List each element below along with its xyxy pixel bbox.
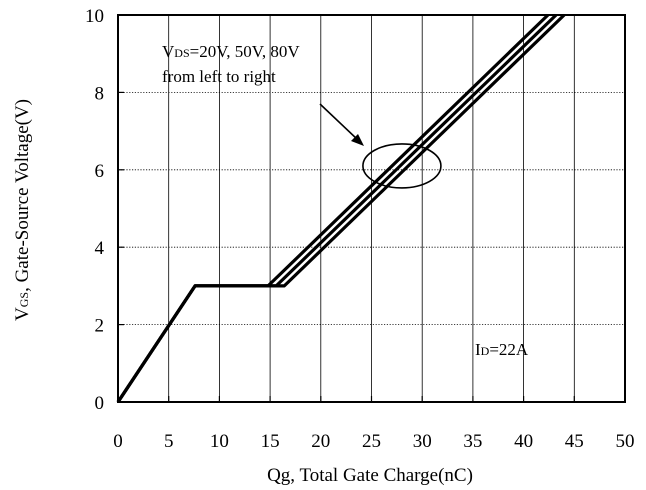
x-tick-label: 35 (463, 431, 482, 452)
y-tick-label: 2 (95, 316, 105, 337)
vds-annotation-line2: from left to right (162, 67, 276, 86)
x-tick-label: 50 (616, 431, 635, 452)
y-tick-label: 8 (95, 83, 105, 104)
vds-annotation: VDS=20V, 50V, 80V (162, 42, 300, 61)
x-tick-label: 25 (362, 431, 381, 452)
x-tick-labels: 0 5 10 15 20 25 30 35 40 45 50 (113, 431, 634, 452)
x-axis-label: Qg, Total Gate Charge(nC) (267, 465, 473, 486)
y-tick-label: 6 (95, 161, 105, 182)
annotation-arrow (319, 103, 364, 146)
x-tick-label: 5 (164, 431, 174, 452)
y-tick-label: 0 (95, 393, 105, 414)
x-tick-label: 40 (514, 431, 533, 452)
series-line-3 (116, 13, 566, 403)
id-annotation: ID=22A (475, 340, 529, 359)
y-tick-label: 10 (85, 6, 104, 27)
x-tick-label: 30 (413, 431, 432, 452)
x-tick-label: 45 (565, 431, 584, 452)
y-tick-label: 4 (95, 238, 105, 259)
x-tick-label: 15 (261, 431, 280, 452)
x-tick-label: 10 (210, 431, 229, 452)
x-tick-label: 20 (311, 431, 330, 452)
series-group (116, 13, 566, 403)
y-axis-label: VGS, Gate-Source Voltage(V) (12, 99, 33, 321)
x-tick-label: 0 (113, 431, 123, 452)
y-tick-labels: 0 2 4 6 8 10 (85, 6, 105, 414)
grid (118, 15, 625, 402)
highlight-ellipse (362, 143, 442, 189)
